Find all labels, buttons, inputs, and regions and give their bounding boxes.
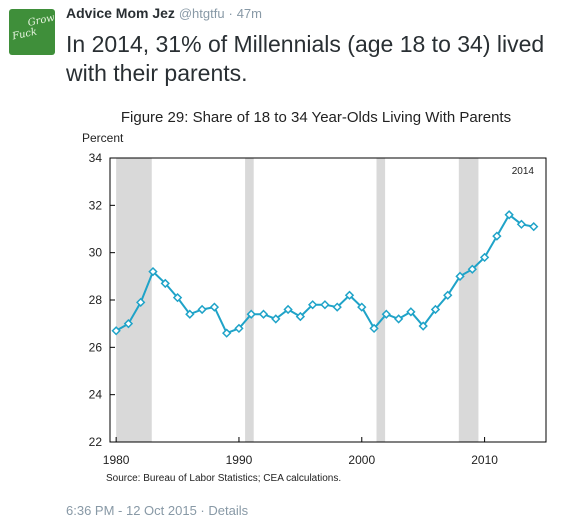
chart-figure[interactable]: Figure 29: Share of 18 to 34 Year-Olds L… xyxy=(66,100,566,495)
x-tick-label: 1980 xyxy=(103,453,130,467)
data-point xyxy=(172,292,183,303)
tweet-timestamp[interactable]: 6:36 PM - 12 Oct 2015 xyxy=(66,503,197,518)
data-point xyxy=(136,297,146,308)
x-tick-label: 2010 xyxy=(471,453,498,467)
data-point xyxy=(283,304,293,315)
data-point xyxy=(222,328,232,338)
chart-title: Figure 29: Share of 18 to 34 Year-Olds L… xyxy=(121,109,511,126)
author-handle[interactable]: @htgtfu xyxy=(178,6,225,21)
recession-band xyxy=(245,158,254,442)
y-tick-label: 26 xyxy=(89,340,103,354)
y-tick-label: 34 xyxy=(89,151,103,165)
y-tick-label: 30 xyxy=(89,246,103,260)
data-point xyxy=(406,307,416,317)
chart-annotation: 2014 xyxy=(512,166,535,177)
data-point xyxy=(185,309,195,319)
data-point xyxy=(123,319,134,329)
footer-separator: · xyxy=(200,503,205,518)
data-point xyxy=(160,278,170,289)
author-name[interactable]: Advice Mom Jez xyxy=(66,5,175,21)
data-point xyxy=(467,264,477,274)
data-point xyxy=(381,309,391,319)
data-point xyxy=(234,323,244,334)
data-point xyxy=(197,304,207,315)
data-point xyxy=(148,266,158,277)
y-tick-label: 32 xyxy=(89,198,103,212)
data-point xyxy=(357,302,367,312)
data-point xyxy=(516,219,527,229)
x-tick-label: 2000 xyxy=(348,453,375,467)
avatar-logo-text: Grow Fuck xyxy=(11,12,55,43)
tweet-header: Advice Mom Jez @htgtfu · 47m xyxy=(66,5,262,21)
data-point xyxy=(430,304,441,315)
data-point xyxy=(271,314,281,324)
data-point xyxy=(369,323,379,334)
data-point xyxy=(332,302,342,312)
tweet-footer: 6:36 PM - 12 Oct 2015 · Details xyxy=(66,503,248,518)
data-point xyxy=(418,321,428,331)
tweet-text: In 2014, 31% of Millennials (age 18 to 3… xyxy=(66,31,545,86)
recession-band xyxy=(376,158,386,442)
y-tick-label: 28 xyxy=(89,293,103,307)
data-point xyxy=(443,290,453,300)
separator-dot: · xyxy=(228,6,233,21)
y-tick-label: 24 xyxy=(89,388,103,402)
details-link[interactable]: Details xyxy=(208,503,249,518)
line-chart: Figure 29: Share of 18 to 34 Year-Olds L… xyxy=(82,109,547,484)
recession-band xyxy=(458,158,479,442)
data-point xyxy=(111,326,121,336)
data-point xyxy=(307,300,318,310)
x-tick-label: 1990 xyxy=(226,453,253,467)
y-axis-label: Percent xyxy=(82,131,124,145)
data-point xyxy=(320,300,330,310)
data-point xyxy=(246,309,256,319)
data-point xyxy=(209,302,220,312)
data-point xyxy=(492,231,502,241)
chart-source: Source: Bureau of Labor Statistics; CEA … xyxy=(106,473,341,484)
data-point xyxy=(393,314,404,324)
y-tick-label: 22 xyxy=(89,435,103,449)
avatar[interactable]: Grow Fuck xyxy=(9,9,55,55)
data-point xyxy=(295,311,306,322)
tweet-time-ago[interactable]: 47m xyxy=(236,6,262,21)
data-point xyxy=(344,290,355,300)
data-point xyxy=(479,252,490,263)
data-point xyxy=(504,210,514,220)
data-point xyxy=(529,221,539,232)
data-point xyxy=(258,309,269,319)
recession-band xyxy=(116,158,152,442)
data-point xyxy=(455,271,465,281)
